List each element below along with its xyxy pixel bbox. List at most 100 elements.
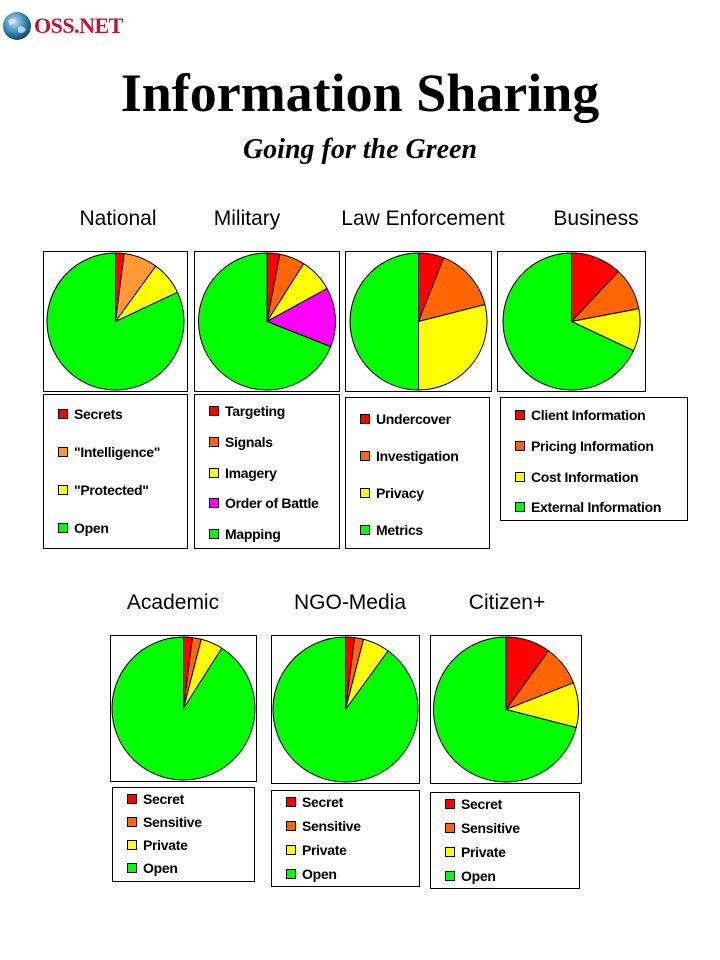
legend-label: Sensitive (143, 814, 202, 830)
legend-item: Signals (209, 434, 273, 450)
legend-label: Open (461, 868, 496, 884)
citizen-slice-open (433, 636, 577, 783)
legend-swatch (209, 498, 219, 508)
law-enforcement-legend: Undercover Investigation Privacy Metrics (345, 397, 490, 549)
legend-swatch (58, 409, 68, 419)
legend-label: Secrets (74, 406, 123, 422)
legend-swatch (445, 823, 455, 833)
globe-icon (3, 12, 31, 40)
legend-label: Undercover (376, 411, 451, 427)
legend-swatch (360, 525, 370, 535)
legend-label: "Protected" (74, 482, 149, 498)
legend-item: Metrics (360, 522, 423, 538)
business-chart-title: Business (553, 207, 639, 230)
legend-label: Private (461, 844, 506, 860)
legend-label: Secret (461, 796, 503, 812)
law-enforcement-pie-chart (345, 251, 492, 392)
legend-item: "Intelligence" (58, 444, 160, 460)
legend-label: Imagery (225, 465, 277, 481)
legend-swatch (515, 441, 525, 451)
legend-label: Secret (143, 791, 185, 807)
legend-label: Mapping (225, 526, 281, 542)
military-chart-title: Military (213, 207, 281, 230)
legend-swatch (445, 847, 455, 857)
academic-slice-open (111, 636, 256, 781)
legend-label: Privacy (376, 485, 424, 501)
legend-item: Open (445, 868, 496, 884)
legend-label: Open (143, 860, 178, 876)
business-pie-svg (502, 252, 641, 391)
logo-text: OSS.NET (34, 13, 123, 38)
legend-swatch (286, 797, 296, 807)
legend-swatch (127, 817, 137, 827)
legend-item: Client Information (515, 407, 646, 423)
legend-item: Sensitive (445, 820, 520, 836)
legend-swatch (515, 472, 525, 482)
military-pie-chart (194, 251, 340, 392)
legend-swatch (209, 468, 219, 478)
legend-label: Sensitive (461, 820, 520, 836)
legend-item: "Protected" (58, 482, 149, 498)
academic-pie-chart (110, 635, 257, 782)
academic-pie-svg (111, 636, 256, 781)
legend-label: Secret (302, 794, 344, 810)
legend-label: Order of Battle (225, 495, 319, 511)
military-pie-svg (198, 252, 336, 391)
legend-swatch (515, 502, 525, 512)
ngo-media-legend: Secret Sensitive Private Open (271, 790, 420, 887)
legend-label: Private (302, 842, 347, 858)
law-enforcement-pie-svg (349, 252, 488, 391)
legend-item: Open (286, 866, 337, 882)
national-chart-title: National (79, 207, 157, 230)
legend-swatch (445, 799, 455, 809)
ngo-media-slice-open (272, 636, 419, 783)
legend-item: Cost Information (515, 469, 639, 485)
legend-item: Undercover (360, 411, 451, 427)
legend-item: Pricing Information (515, 438, 654, 454)
legend-item: Targeting (209, 403, 285, 419)
page-title: Information Sharing (120, 63, 600, 123)
citizen-chart-title: Citizen+ (468, 591, 546, 614)
legend-swatch (209, 437, 219, 447)
legend-swatch (286, 845, 296, 855)
legend-swatch (58, 485, 68, 495)
page-subtitle: Going for the Green (242, 134, 478, 165)
military-slice-order-of-battle (265, 287, 336, 348)
legend-swatch (127, 794, 137, 804)
logo: OSS.NET (2, 8, 123, 44)
military-legend: Targeting Signals Imagery Order of Battle Ma… (194, 394, 340, 549)
law-enforcement-chart-title: Law Enforcement (341, 207, 505, 230)
legend-item: Sensitive (286, 818, 361, 834)
legend-item: Secret (286, 794, 343, 810)
legend-swatch (209, 529, 219, 539)
legend-label: Metrics (376, 522, 423, 538)
national-pie-chart (43, 251, 188, 392)
legend-swatch (360, 451, 370, 461)
military-slice-mapping (198, 252, 332, 391)
business-pie-chart (497, 251, 646, 392)
legend-item: Secrets (58, 406, 123, 422)
ngo-media-chart-title: NGO-Media (293, 591, 407, 614)
legend-item: Order of Battle (209, 495, 319, 511)
legend-label: Pricing Information (531, 438, 654, 454)
law-enforcement-slice-investigation (417, 257, 486, 323)
legend-item: Private (127, 837, 188, 853)
legend-item: Privacy (360, 485, 424, 501)
legend-swatch (445, 871, 455, 881)
legend-swatch (127, 863, 137, 873)
legend-label: Sensitive (302, 818, 361, 834)
legend-swatch (360, 414, 370, 424)
legend-label: Open (302, 866, 337, 882)
legend-swatch (127, 840, 137, 850)
legend-item: Mapping (209, 526, 281, 542)
citizen-legend: Secret Sensitive Private Open (430, 792, 580, 889)
legend-swatch (360, 488, 370, 498)
legend-swatch (286, 821, 296, 831)
legend-item: Private (445, 844, 506, 860)
citizen-pie-svg (433, 636, 579, 783)
legend-item: External Information (515, 499, 661, 515)
legend-label: External Information (531, 499, 662, 515)
legend-item: Secret (127, 791, 184, 807)
legend-item: Imagery (209, 465, 277, 481)
legend-item: Private (286, 842, 347, 858)
